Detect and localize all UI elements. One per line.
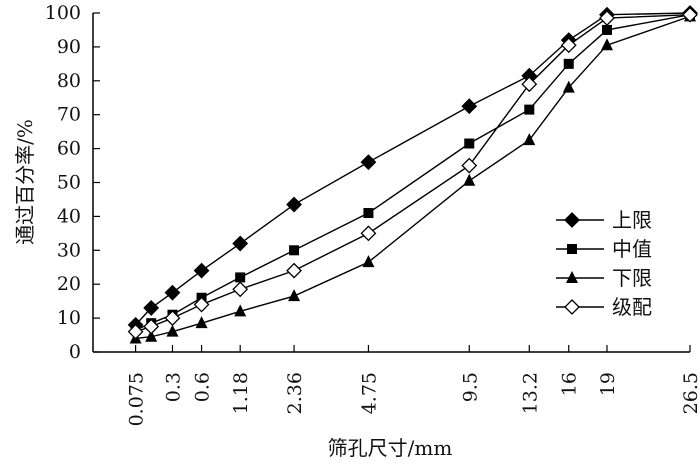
series-3 — [129, 9, 696, 344]
data-point — [682, 6, 698, 23]
data-point — [143, 318, 160, 335]
data-point — [461, 98, 478, 115]
series-4 — [127, 6, 698, 340]
data-point — [360, 225, 377, 242]
data-point — [360, 154, 377, 171]
x-tick-label: 1.18 — [230, 372, 252, 414]
data-point — [463, 173, 476, 186]
series-line — [135, 14, 691, 331]
series-line — [135, 13, 691, 333]
legend-marker — [564, 212, 580, 228]
legend-marker — [564, 299, 580, 315]
data-point — [600, 38, 613, 51]
data-point — [232, 281, 249, 298]
y-tick-label: 70 — [57, 104, 81, 126]
legend-item: 上限 — [556, 208, 652, 232]
x-tick-label: 19 — [597, 372, 619, 396]
legend-item: 级配 — [556, 295, 652, 319]
y-tick-label: 10 — [57, 307, 81, 329]
y-axis: 0 10 20 30 40 50 60 70 80 90 100 — [45, 2, 100, 363]
data-point — [363, 208, 374, 219]
y-tick-label: 20 — [57, 273, 81, 295]
data-point — [521, 76, 538, 93]
data-point — [289, 245, 300, 256]
x-tick-label: 4.75 — [358, 372, 380, 414]
y-tick-label: 0 — [69, 341, 81, 363]
data-point — [461, 157, 478, 174]
data-point — [195, 316, 208, 329]
data-point — [143, 300, 160, 316]
series-layer — [127, 5, 698, 344]
y-tick-label: 50 — [57, 172, 81, 194]
x-tick-label: 13.2 — [519, 372, 541, 414]
legend-marker — [567, 244, 577, 254]
x-tick-label: 2.36 — [284, 372, 306, 414]
data-point — [193, 262, 210, 279]
data-point — [562, 80, 575, 93]
y-tick-label: 80 — [57, 70, 81, 92]
y-tick-label: 30 — [57, 239, 81, 261]
data-point — [560, 37, 577, 54]
legend-label: 级配 — [612, 295, 652, 319]
legend-label: 中值 — [612, 237, 652, 261]
series-line — [135, 12, 691, 326]
data-point — [164, 310, 181, 327]
x-tick-label: 26.5 — [680, 372, 700, 414]
legend-item: 下限 — [556, 266, 652, 290]
x-tick-label: 0.3 — [162, 372, 184, 402]
data-point — [234, 304, 247, 317]
x-tick-label: 0.075 — [126, 372, 148, 426]
data-point — [599, 10, 615, 27]
x-tick-label: 16 — [559, 372, 581, 396]
data-point — [232, 235, 249, 252]
data-point — [235, 272, 246, 283]
y-tick-label: 60 — [57, 138, 81, 160]
legend-marker — [566, 271, 578, 283]
x-axis: 0.075 0.3 0.6 1.18 2.36 4.75 9.5 13.2 16 19 26.5 — [126, 345, 700, 426]
x-tick-label: 9.5 — [459, 372, 481, 402]
series-line — [135, 15, 691, 340]
data-point — [563, 58, 574, 69]
legend-label: 下限 — [612, 266, 652, 290]
y-tick-label: 40 — [57, 205, 81, 227]
data-point — [286, 196, 302, 213]
series-2 — [130, 9, 695, 335]
data-point — [127, 323, 144, 340]
x-tick-label: 0.6 — [192, 372, 214, 402]
data-point — [523, 133, 536, 146]
data-point — [464, 138, 475, 149]
data-point — [601, 24, 612, 35]
data-point — [145, 329, 158, 342]
data-point — [288, 289, 301, 302]
y-axis-title: 通过百分率/% — [13, 119, 37, 245]
plot-area — [92, 13, 690, 353]
legend-label: 上限 — [612, 208, 652, 232]
data-point — [164, 284, 181, 301]
data-point — [286, 262, 302, 279]
y-tick-label: 90 — [57, 36, 81, 58]
data-point — [524, 104, 535, 115]
data-point — [362, 255, 375, 268]
x-axis-title: 筛孔尺寸/mm — [328, 436, 453, 460]
y-tick-label: 100 — [45, 2, 81, 24]
data-point — [193, 296, 210, 313]
data-point — [166, 324, 179, 337]
legend-item: 中值 — [556, 237, 652, 261]
